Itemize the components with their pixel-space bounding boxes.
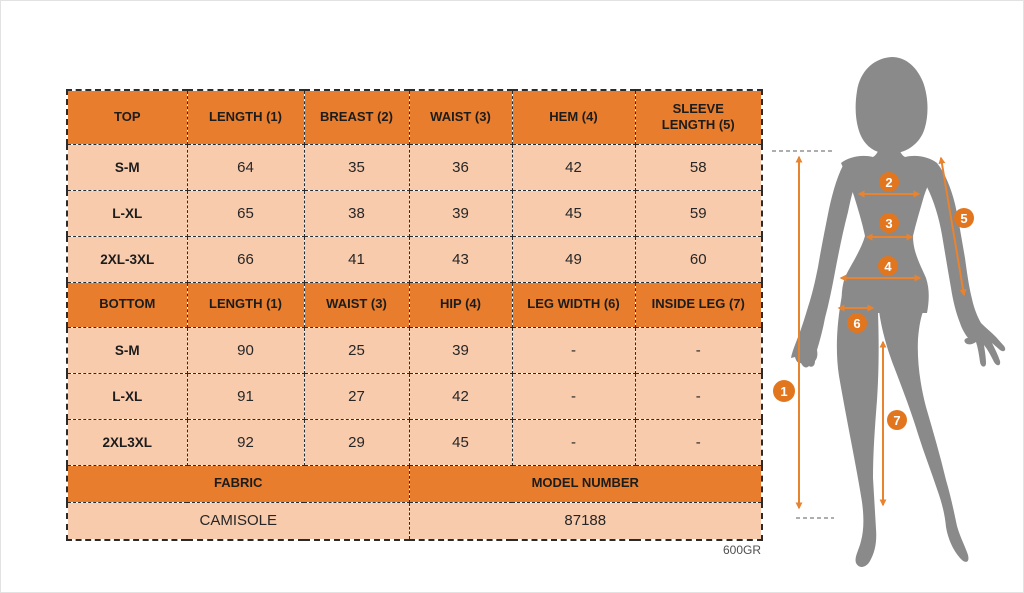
value-cell: 58	[634, 143, 763, 191]
size-table: TOP LENGTH (1) BREAST (2) WAIST (3) HEM …	[66, 89, 763, 541]
silhouette-head	[855, 57, 928, 153]
woman-silhouette	[791, 57, 1006, 567]
value-cell: 25	[303, 326, 410, 374]
col-header-waist-top: WAIST (3)	[408, 89, 513, 145]
value-cell: 35	[303, 143, 410, 191]
value-cell: 59	[634, 189, 763, 237]
value-cell: 49	[511, 235, 636, 283]
value-cell: -	[634, 372, 763, 420]
value-cell: -	[634, 418, 763, 466]
callout-badge-5	[954, 208, 974, 228]
col-header-sleeve-length: SLEEVE LENGTH (5)	[634, 89, 763, 145]
size-cell: L-XL	[66, 372, 188, 420]
callout-badge-7	[887, 410, 907, 430]
value-cell: 43	[408, 235, 513, 283]
size-cell: 2XL-3XL	[66, 235, 188, 283]
table-row: L-XL 65 38 39 45 59	[66, 189, 763, 237]
value-cell: -	[511, 326, 636, 374]
col-header-inside-leg: INSIDE LEG (7)	[634, 281, 763, 328]
size-cell: S-M	[66, 326, 188, 374]
fabric-header: FABRIC	[66, 464, 410, 503]
fabric-value: CAMISOLE	[66, 501, 410, 541]
table-row: 2XL3XL 92 29 45 - -	[66, 418, 763, 466]
table-row: 2XL-3XL 66 41 43 49 60	[66, 235, 763, 283]
value-cell: 90	[186, 326, 305, 374]
value-cell: 45	[408, 418, 513, 466]
value-cell: 39	[408, 326, 513, 374]
callout-label-5: 5	[960, 211, 967, 226]
value-cell: 39	[408, 189, 513, 237]
value-cell: 64	[186, 143, 305, 191]
bottom-header-row: BOTTOM LENGTH (1) WAIST (3) HIP (4) LEG …	[66, 281, 763, 328]
col-header-leg-width: LEG WIDTH (6)	[511, 281, 636, 328]
callout-label-3: 3	[885, 216, 892, 231]
table-row: S-M 64 35 36 42 58	[66, 143, 763, 191]
col-header-breast: BREAST (2)	[303, 89, 410, 145]
col-header-length-bottom: LENGTH (1)	[186, 281, 305, 328]
silhouette-left-leg	[836, 295, 879, 567]
value-cell: 65	[186, 189, 305, 237]
footer-value-row: CAMISOLE 87188	[66, 501, 763, 541]
col-header-bottom: BOTTOM	[66, 281, 188, 328]
table-row: L-XL 91 27 42 - -	[66, 372, 763, 420]
silhouette-left-arm	[791, 160, 860, 368]
col-header-length-top: LENGTH (1)	[186, 89, 305, 145]
callout-label-4: 4	[884, 259, 892, 274]
silhouette-right-arm	[916, 162, 1006, 367]
callout-badge-1	[773, 380, 795, 402]
callout-badges: 1 2 3 4 5 6 7	[773, 172, 974, 430]
table-row: S-M 90 25 39 - -	[66, 326, 763, 374]
col-header-top: TOP	[66, 89, 188, 145]
value-cell: 92	[186, 418, 305, 466]
callout-label-6: 6	[853, 316, 860, 331]
size-cell: 2XL3XL	[66, 418, 188, 466]
value-cell: 66	[186, 235, 305, 283]
callout-label-1: 1	[780, 384, 787, 399]
callout-badge-2	[879, 172, 899, 192]
value-cell: 41	[303, 235, 410, 283]
footer-header-row: FABRIC MODEL NUMBER	[66, 464, 763, 503]
top-header-row: TOP LENGTH (1) BREAST (2) WAIST (3) HEM …	[66, 89, 763, 145]
callout-label-7: 7	[893, 413, 900, 428]
measurement-arrow-5-sleeve	[938, 156, 967, 297]
value-cell: 27	[303, 372, 410, 420]
callout-badge-4	[878, 256, 898, 276]
value-cell: 42	[511, 143, 636, 191]
value-cell: 45	[511, 189, 636, 237]
col-header-waist-bottom: WAIST (3)	[303, 281, 410, 328]
value-cell: 36	[408, 143, 513, 191]
model-number-value: 87188	[408, 501, 763, 541]
silhouette-right-leg	[879, 309, 969, 562]
value-cell: 42	[408, 372, 513, 420]
value-cell: -	[511, 418, 636, 466]
value-cell: 38	[303, 189, 410, 237]
measurement-figure: 1 2 3 4 5 6 7	[772, 57, 1006, 567]
size-cell: L-XL	[66, 189, 188, 237]
callout-label-2: 2	[885, 175, 892, 190]
weight-footnote: 600GR	[722, 543, 761, 557]
col-header-hip: HIP (4)	[408, 281, 513, 328]
value-cell: 91	[186, 372, 305, 420]
size-cell: S-M	[66, 143, 188, 191]
value-cell: -	[511, 372, 636, 420]
callout-badge-6	[847, 313, 867, 333]
model-number-header: MODEL NUMBER	[408, 464, 763, 503]
value-cell: -	[634, 326, 763, 374]
callout-badge-3	[879, 213, 899, 233]
value-cell: 60	[634, 235, 763, 283]
value-cell: 29	[303, 418, 410, 466]
col-header-hem: HEM (4)	[511, 89, 636, 145]
